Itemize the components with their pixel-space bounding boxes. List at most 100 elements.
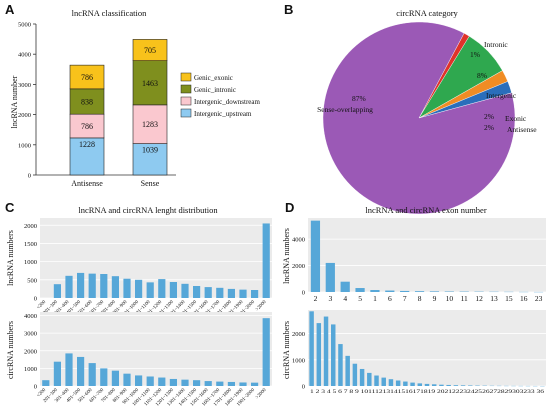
d-bar (417, 383, 423, 386)
d-bar (460, 385, 466, 386)
d-bar (310, 220, 321, 292)
a-y-tick-label: 3000 (18, 82, 31, 89)
d-bar (352, 363, 358, 386)
d-y-tick-label: 2000 (292, 331, 305, 338)
b-slice-name: Antisense (507, 125, 537, 134)
panel-c-top-y-axis-label: lncRNA numbers (6, 230, 15, 286)
a-legend-swatch (180, 96, 192, 106)
c-bar (53, 361, 61, 386)
d-bar (410, 382, 415, 386)
a-stack-segment (132, 39, 168, 61)
b-slice-percent: 8% (477, 71, 487, 80)
c-bar (135, 279, 143, 298)
d-x-tick-label: 16 (520, 294, 528, 303)
c-bar (181, 283, 189, 298)
a-segment-value: 786 (81, 73, 93, 82)
d-y-tick-label: 4000 (292, 237, 305, 244)
d-y-tick-label: 0 (302, 290, 305, 297)
c-bar (88, 273, 96, 298)
c-bar (251, 290, 259, 298)
c-bar (216, 287, 224, 298)
c-y-tick-label: 0 (34, 296, 37, 303)
b-slice-name: Exonic (505, 114, 527, 123)
a-stack-segment (132, 143, 168, 176)
c-bar (158, 377, 166, 386)
a-segment-value: 838 (81, 98, 93, 107)
a-legend-swatch (180, 108, 192, 118)
c-bar (100, 368, 108, 386)
panel-b-title: circRNA category (396, 8, 458, 18)
a-y-tick-label: 0 (28, 173, 31, 180)
a-x-tick-label: Antisense (71, 179, 103, 188)
panel-a-plot-area: 0 1000 2000 3000 4000 5000 1228 786 838 786 Antise… (18, 22, 176, 188)
d-bar (429, 291, 440, 292)
d-bar (340, 281, 350, 292)
a-stack-segment (132, 60, 168, 106)
c-bar (111, 370, 119, 386)
panel-a-title: lncRNA classification (72, 8, 148, 18)
c-bar (77, 356, 85, 386)
c-x-tick-label: <200 (36, 388, 47, 399)
a-stack-segment (132, 104, 168, 144)
d-bar (424, 383, 430, 386)
c-bar (146, 376, 154, 386)
d-bar (325, 262, 335, 292)
d-x-tick-label: 6 (388, 294, 392, 303)
panel-b-chart: circRNA category 1% Intronic 8% Intergenic 2… (317, 8, 537, 215)
a-y-tick-label: 2000 (18, 112, 31, 119)
d-bar (403, 381, 408, 386)
panel-label-d: D (285, 200, 294, 215)
c-y-tick-label: 4000 (24, 313, 37, 320)
c-bar (123, 278, 131, 298)
d-bar (414, 291, 425, 292)
d-bar (331, 324, 336, 386)
c-bar (204, 381, 212, 386)
d-x-tick-label: 10 (446, 294, 454, 303)
panel-d-chart: lncRNA and circRNA exon number lncRNA nu… (282, 205, 546, 395)
c-y-tick-label: 1000 (24, 259, 37, 266)
d-bar (370, 290, 380, 292)
d-bar (345, 355, 350, 386)
a-y-tick-label: 5000 (18, 22, 31, 29)
d-x-tick-label: 7 (403, 294, 407, 303)
d-bar (355, 288, 365, 292)
c-bar (193, 380, 201, 386)
d-x-tick-label: 15 (505, 294, 513, 303)
d-bar (439, 384, 444, 386)
c-bar (65, 353, 73, 386)
c-y-tick-label: 2000 (24, 223, 37, 230)
d-x-tick-label: 8 (418, 294, 422, 303)
a-x-tick-label: Sense (141, 179, 160, 188)
a-legend-label: Genic_intronic (194, 86, 236, 94)
c-bar (169, 378, 177, 386)
d-bar (395, 380, 401, 386)
a-segment-value: 1228 (79, 140, 95, 149)
panel-b-pie: 1% Intronic 8% Intergenic 2% Exonic 2% Antisens… (317, 21, 537, 215)
d-bar (309, 311, 314, 386)
c-bar (88, 363, 96, 386)
c-bar (239, 289, 247, 298)
c-x-tick-label: >2000 (255, 388, 268, 401)
c-bar (146, 282, 154, 298)
c-bar (193, 286, 201, 298)
panel-c-bottom-y-axis-label: circRNA numbers (6, 321, 15, 379)
c-bar (123, 373, 131, 386)
c-bar (135, 375, 143, 386)
b-slice-name: Sense-overlapping (317, 105, 373, 114)
a-stack-segment (69, 137, 105, 176)
c-bar (111, 276, 119, 298)
d-y-tick-label: 2000 (292, 263, 305, 270)
d-plot-background (308, 310, 546, 386)
d-y-tick-label: 1000 (292, 357, 305, 364)
d-x-tick-label: 5 (358, 294, 362, 303)
d-x-tick-label: 9 (433, 294, 437, 303)
d-bar (316, 323, 322, 386)
a-segment-value: 705 (144, 46, 156, 55)
c-x-tick-label: <200 (36, 300, 47, 311)
panel-a-legend: Genic_exonic Genic_intronic Intergenic_dow… (180, 72, 261, 118)
d-bar (367, 372, 372, 386)
a-segment-value: 1039 (142, 146, 158, 155)
a-stack-segment (69, 88, 105, 115)
c-bar (262, 223, 270, 298)
panel-d-bottom-y-axis-label: circRNA numbers (282, 321, 291, 379)
